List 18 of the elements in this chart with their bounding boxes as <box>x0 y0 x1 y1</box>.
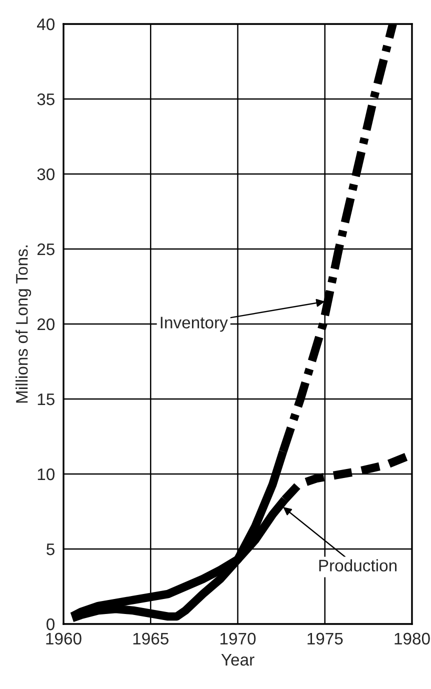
x-tick-label: 1970 <box>220 632 256 645</box>
y-tick-label: 15 <box>38 394 54 406</box>
y-tick-label: 40 <box>37 18 55 30</box>
x-axis-title: Year <box>221 654 254 666</box>
y-tick-label: 30 <box>37 168 55 180</box>
annotation: Production <box>319 559 397 572</box>
y-tick-label: 10 <box>38 468 55 480</box>
x-tick-label: 1965 <box>133 632 168 645</box>
y-axis-title: Millions of Long Tons. <box>16 246 32 403</box>
y-tick-label: 0 <box>46 618 55 630</box>
y-tick-label: 25 <box>37 243 54 256</box>
x-tick-label: 1960 <box>46 632 82 645</box>
y-tick-label: 35 <box>37 93 54 106</box>
x-tick-label: 1975 <box>308 632 343 645</box>
y-tick-label: 20 <box>37 318 55 330</box>
y-tick-label: 5 <box>46 544 54 556</box>
x-tick-label: 1980 <box>394 632 430 645</box>
annotation: Inventory <box>160 316 228 332</box>
